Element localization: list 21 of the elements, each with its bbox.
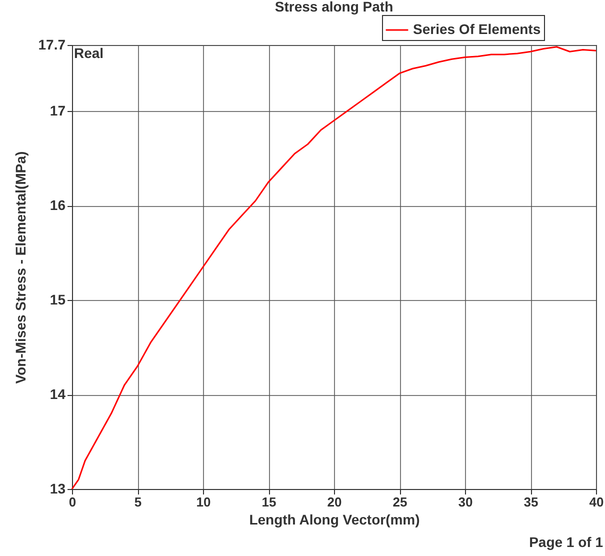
x-tick-label: 25 [392, 494, 408, 510]
y-tick-label: 14 [50, 386, 66, 402]
x-tick-label: 15 [262, 494, 276, 510]
y-tick-label: 13 [50, 480, 66, 496]
y-tick-label: 15 [50, 292, 66, 308]
x-tick-label: 0 [68, 494, 76, 510]
y-tick-label: 16 [50, 197, 66, 214]
x-tick-label: 20 [327, 494, 342, 510]
y-tick-label: 17.7 [38, 36, 66, 52]
x-tick-label: 30 [458, 494, 473, 510]
x-tick-label: 35 [524, 494, 538, 510]
x-axis-title: Length Along Vector(mm) [249, 512, 420, 528]
text: Page 1 of 1 [529, 534, 603, 550]
chart-title: Stress along Path [274, 0, 394, 14]
x-tick-label: 10 [196, 494, 211, 510]
legend-label: Series Of Elements [413, 21, 541, 37]
x-tick-label: 40 [589, 494, 604, 510]
annotation: Real [74, 45, 104, 61]
y-tick-label: 17 [50, 102, 66, 119]
y-axis-title: Von-Mises Stress - Elemental(MPa) [12, 151, 28, 384]
x-tick-label: 5 [134, 494, 142, 510]
